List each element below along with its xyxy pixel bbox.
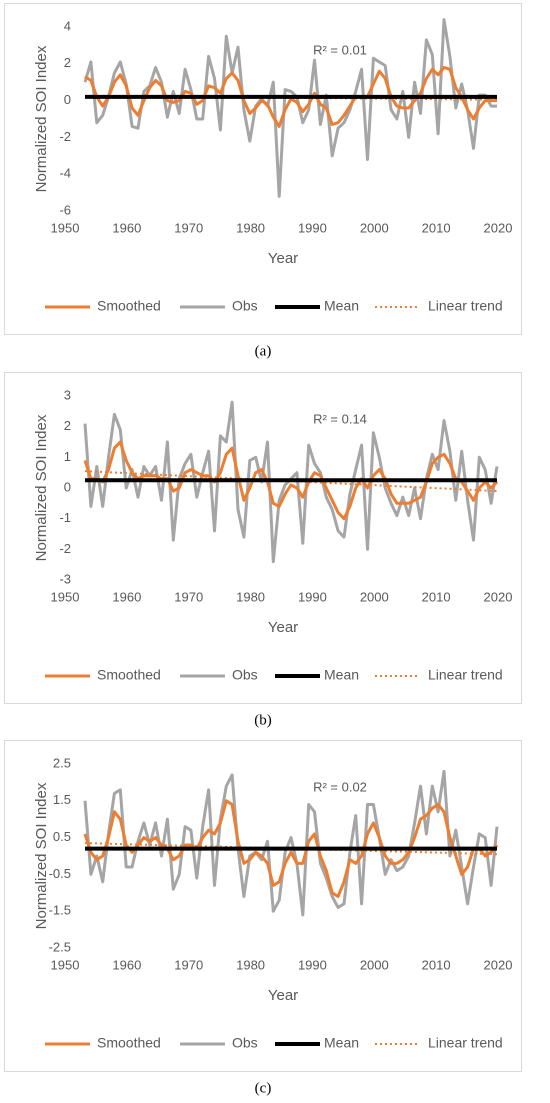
legend-label: Linear trend (428, 667, 503, 683)
y-tick-label: 1.5 (53, 792, 71, 807)
x-tick-label: 2020 (484, 220, 513, 235)
x-tick-label: 1980 (236, 220, 265, 235)
series-line (83, 799, 499, 898)
caption: (a) (255, 343, 272, 359)
x-tick-label: 1960 (112, 957, 141, 972)
x-tick-label: 1980 (236, 957, 265, 972)
y-tick-label: 2.5 (53, 755, 71, 770)
series-line (83, 769, 499, 917)
y-axis-label: Normalized SOI Index (33, 414, 50, 561)
y-axis-label: Normalized SOI Index (33, 782, 50, 929)
x-tick-label: 1950 (51, 589, 80, 604)
x-tick-label: 2000 (360, 957, 389, 972)
x-tick-label: 2020 (484, 589, 513, 604)
x-tick-label: 2010 (422, 589, 451, 604)
legend-label: Linear trend (428, 298, 503, 314)
y-tick-label: 1 (64, 449, 71, 464)
x-tick-label: 1950 (51, 220, 80, 235)
series-line (83, 440, 499, 521)
x-tick-label: 1980 (236, 589, 265, 604)
x-axis-label: Year (268, 987, 298, 1004)
legend-label: Obs (232, 667, 258, 683)
x-axis-label: Year (268, 250, 298, 267)
legend-label: Mean (324, 1035, 359, 1051)
chart-border (4, 372, 522, 704)
x-tick-label: 2000 (360, 220, 389, 235)
chart-border (4, 3, 522, 335)
x-tick-label: 1990 (298, 957, 327, 972)
chart-panel: -6 -4 -2 0 2 4 1950 1960 1970 1980 1990 2000 2010 202… (4, 3, 522, 359)
caption: (c) (255, 1080, 272, 1096)
legend-label: Obs (232, 298, 258, 314)
annotation: R² = 0.01 (313, 42, 367, 57)
caption: (b) (254, 712, 272, 728)
x-tick-label: 1970 (174, 589, 203, 604)
x-tick-label: 1970 (174, 220, 203, 235)
y-axis-label: Normalized SOI Index (33, 45, 50, 192)
legend-label: Linear trend (428, 1035, 503, 1051)
x-tick-label: 1990 (298, 220, 327, 235)
y-tick-label: 0.5 (53, 829, 71, 844)
chart-panel: -2.5 -1.5 -0.5 0.5 1.5 2.5 1950 1960 1970 1980 199… (4, 740, 522, 1096)
x-tick-label: 1990 (298, 589, 327, 604)
legend-label: Mean (324, 298, 359, 314)
legend-label: Smoothed (97, 667, 161, 683)
x-tick-label: 2010 (422, 957, 451, 972)
x-tick-label: 2010 (422, 220, 451, 235)
chart-panel: -3 -2 -1 0 1 2 3 1950 1960 1970 1980 1990 2000 2010 20… (4, 372, 522, 728)
series-line (83, 18, 497, 198)
y-tick-label: 2 (64, 55, 71, 70)
annotation: R² = 0.02 (313, 779, 367, 794)
y-tick-label: -2 (59, 541, 71, 556)
y-tick-label: -1.5 (49, 903, 71, 918)
y-tick-label: -0.5 (49, 866, 71, 881)
x-tick-label: 2020 (484, 957, 513, 972)
x-tick-label: 1960 (112, 589, 141, 604)
y-tick-label: 0 (64, 479, 71, 494)
legend-label: Obs (232, 1035, 258, 1051)
y-tick-label: -2.5 (49, 939, 71, 954)
y-tick-label: -4 (59, 166, 71, 181)
y-tick-label: 2 (64, 418, 71, 433)
y-tick-label: -6 (59, 202, 71, 217)
y-tick-label: 0 (64, 92, 71, 107)
x-tick-label: 1970 (174, 957, 203, 972)
x-axis-label: Year (268, 619, 298, 636)
annotation: R² = 0.14 (313, 411, 367, 426)
y-tick-label: 3 (64, 387, 71, 402)
x-tick-label: 2000 (360, 589, 389, 604)
y-tick-label: 4 (64, 18, 71, 33)
legend-label: Smoothed (97, 298, 161, 314)
legend-label: Mean (324, 667, 359, 683)
y-tick-label: -3 (59, 571, 71, 586)
y-tick-label: -1 (59, 510, 71, 525)
x-tick-label: 1950 (51, 957, 80, 972)
y-tick-label: -2 (59, 129, 71, 144)
x-tick-label: 1960 (112, 220, 141, 235)
legend-label: Smoothed (97, 1035, 161, 1051)
